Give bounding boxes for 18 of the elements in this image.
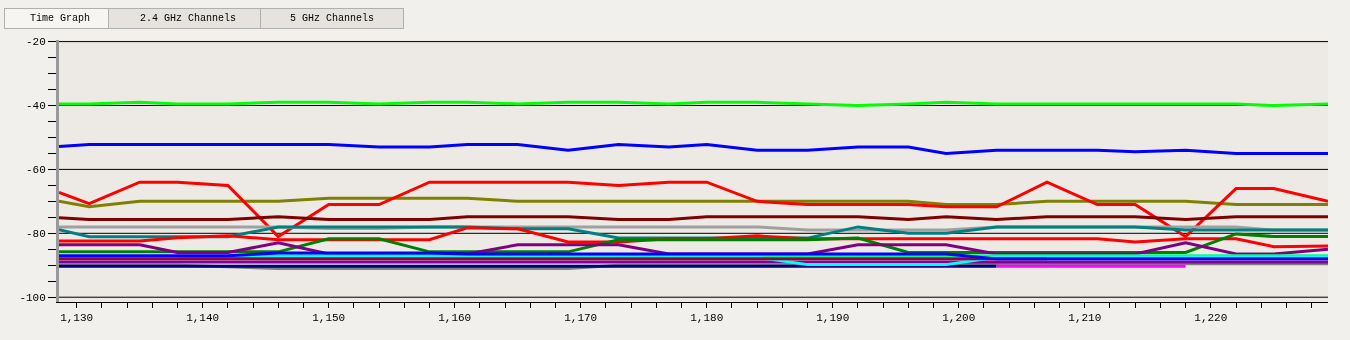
y-tick-label: -40 bbox=[25, 100, 46, 113]
x-tick-label: 1,140 bbox=[186, 312, 220, 325]
x-tick-label: 1,190 bbox=[816, 312, 850, 325]
x-tick-label: 1,200 bbox=[942, 312, 976, 325]
x-tick-label: 1,180 bbox=[690, 312, 724, 325]
x-tick-label: 1,220 bbox=[1194, 312, 1228, 325]
x-tick-label: 1,150 bbox=[312, 312, 346, 325]
x-tick-label: 1,130 bbox=[60, 312, 94, 325]
x-tick-label: 1,170 bbox=[564, 312, 598, 325]
x-tick-label: 1,160 bbox=[438, 312, 472, 325]
text: 5 GHz Channels bbox=[289, 13, 375, 24]
text: 2.4 GHz Channels bbox=[139, 13, 237, 24]
text: Time Graph bbox=[29, 13, 91, 24]
x-tick-label: 1,210 bbox=[1068, 312, 1102, 325]
y-tick-label: -20 bbox=[25, 36, 46, 49]
y-tick-label: -60 bbox=[25, 164, 46, 177]
y-tick-label: -100 bbox=[19, 292, 46, 305]
y-tick-label: -80 bbox=[25, 228, 46, 241]
